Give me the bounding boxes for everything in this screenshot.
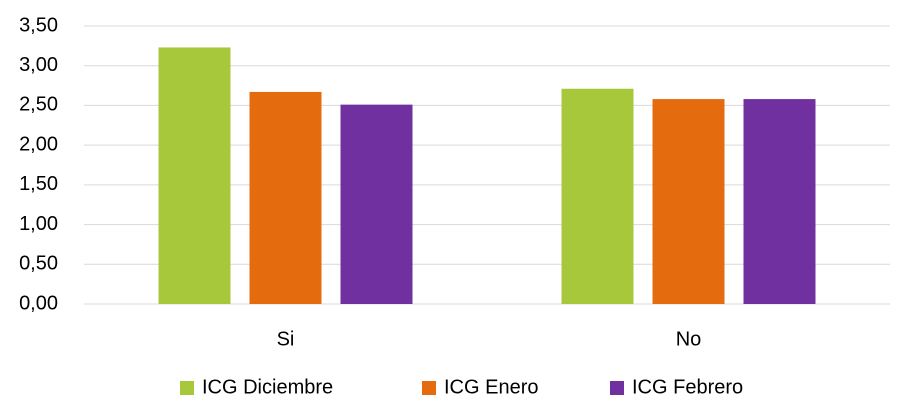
y-tick-label: 2,50 [19,94,58,116]
bar [743,99,816,305]
legend-label: ICG Febrero [632,376,743,398]
y-tick-label: 0,50 [19,253,58,275]
legend-label: ICG Enero [444,376,538,398]
bar [561,88,634,305]
y-tick-label: 1,50 [19,173,58,195]
y-tick-label: 2,00 [19,133,58,155]
x-tick-label: Si [277,328,295,350]
y-tick-label: 0,00 [19,292,58,314]
bar [158,47,231,305]
legend-label: ICG Diciembre [202,376,333,398]
bar [652,99,725,305]
bar [249,91,322,304]
y-tick-label: 3,50 [19,14,58,36]
legend-swatch [610,381,624,395]
x-tick-label: No [676,328,702,350]
legend-swatch [180,381,194,395]
legend-swatch [422,381,436,395]
y-tick-label: 1,00 [19,213,58,235]
y-tick-label: 3,00 [19,54,58,76]
bar [340,104,413,305]
